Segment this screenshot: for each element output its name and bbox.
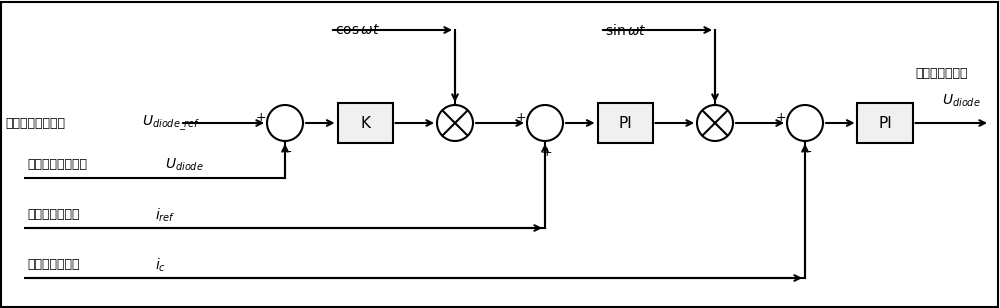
Text: +: +: [515, 111, 526, 124]
Text: +: +: [775, 111, 786, 124]
Text: 直流侧电压给定值: 直流侧电压给定值: [5, 116, 65, 129]
Bar: [598, 103, 652, 143]
Text: $U_{diode}$: $U_{diode}$: [165, 157, 204, 173]
Text: 总的调制波电压: 总的调制波电压: [915, 67, 968, 79]
Text: $\sin\omega t$: $\sin\omega t$: [605, 22, 647, 38]
Text: −: −: [282, 146, 292, 159]
Text: +: +: [255, 111, 266, 124]
Text: 补偿电流反馈值: 补偿电流反馈值: [27, 258, 80, 271]
Text: +: +: [541, 146, 552, 159]
Text: 直流侧电压反馈值: 直流侧电压反馈值: [27, 159, 87, 172]
Text: $U_{diode\_ref}$: $U_{diode\_ref}$: [142, 113, 201, 133]
Text: $i_{c}$: $i_{c}$: [155, 256, 166, 274]
Text: $i_{ref}$: $i_{ref}$: [155, 206, 175, 224]
Text: $U_{diode}$: $U_{diode}$: [942, 93, 981, 109]
Text: PI: PI: [618, 116, 632, 131]
Bar: [857, 103, 912, 143]
Text: K: K: [360, 116, 370, 131]
Text: −: −: [802, 146, 812, 159]
Text: 补偿电流给定值: 补偿电流给定值: [27, 209, 80, 221]
Text: $\cos\omega t$: $\cos\omega t$: [335, 23, 380, 37]
Text: PI: PI: [878, 116, 892, 131]
Bar: [338, 103, 392, 143]
